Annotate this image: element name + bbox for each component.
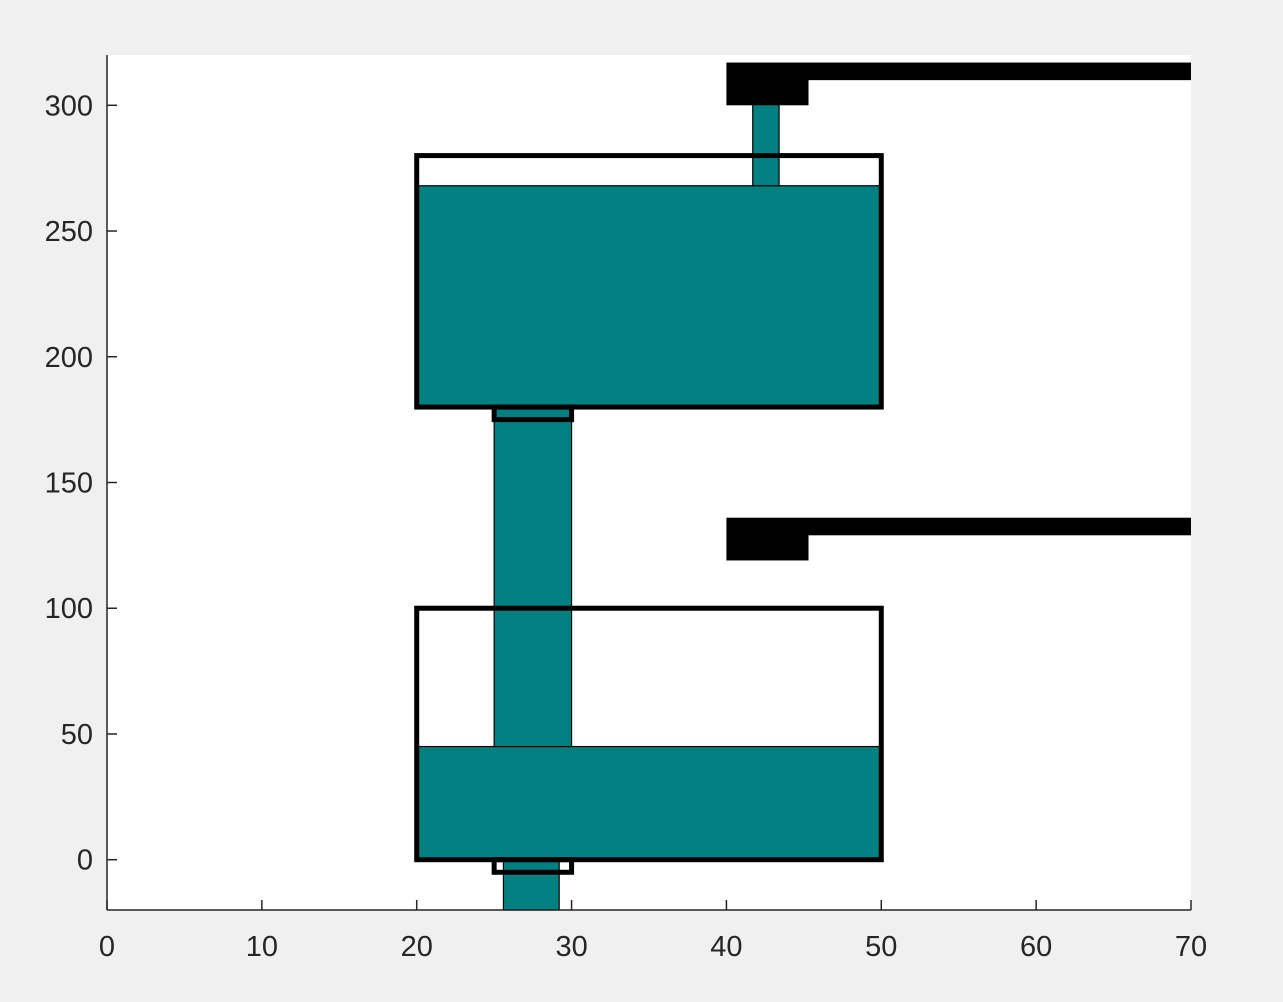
x-tick-label: 0: [99, 931, 115, 963]
upper-tank-fluid: [416, 185, 882, 408]
y-axis: 0 50 100 150 200 250 300: [45, 90, 117, 877]
inlet-stream-fluid: [752, 102, 780, 187]
y-tick-label: 150: [45, 468, 93, 500]
x-tick-label: 60: [1020, 931, 1052, 963]
upper-tank-valve-outline: [491, 404, 575, 423]
x-tick-label: 20: [401, 931, 433, 963]
y-tick-label: 100: [45, 593, 93, 625]
x-tick-label: 40: [710, 931, 742, 963]
x-axis: 0 10 20 30 40 50 60 70: [99, 900, 1207, 963]
x-tick-label: 70: [1175, 931, 1207, 963]
x-tick-label: 50: [865, 931, 897, 963]
upper-faucet-arm: [808, 62, 1191, 81]
upper-tank-outline: [414, 153, 884, 410]
lower-faucet-body: [726, 517, 809, 561]
lower-faucet-arm: [808, 517, 1191, 536]
y-tick-label: 200: [45, 342, 93, 374]
y-tick-label: 250: [45, 216, 93, 248]
y-tick-label: 0: [77, 845, 93, 877]
upper-faucet-body: [726, 62, 809, 106]
lower-tank-valve-outline: [491, 857, 575, 875]
y-tick-label: 300: [45, 90, 93, 122]
connecting-pipe-fluid: [493, 406, 573, 748]
outlet-pipe-fluid: [502, 859, 560, 911]
x-tick-label: 30: [555, 931, 587, 963]
diagram-shapes: [414, 62, 1191, 911]
y-tick-label: 50: [61, 719, 93, 751]
x-tick-label: 10: [246, 931, 278, 963]
lower-tank-fluid: [416, 745, 882, 861]
lower-tank-outline: [414, 605, 884, 863]
